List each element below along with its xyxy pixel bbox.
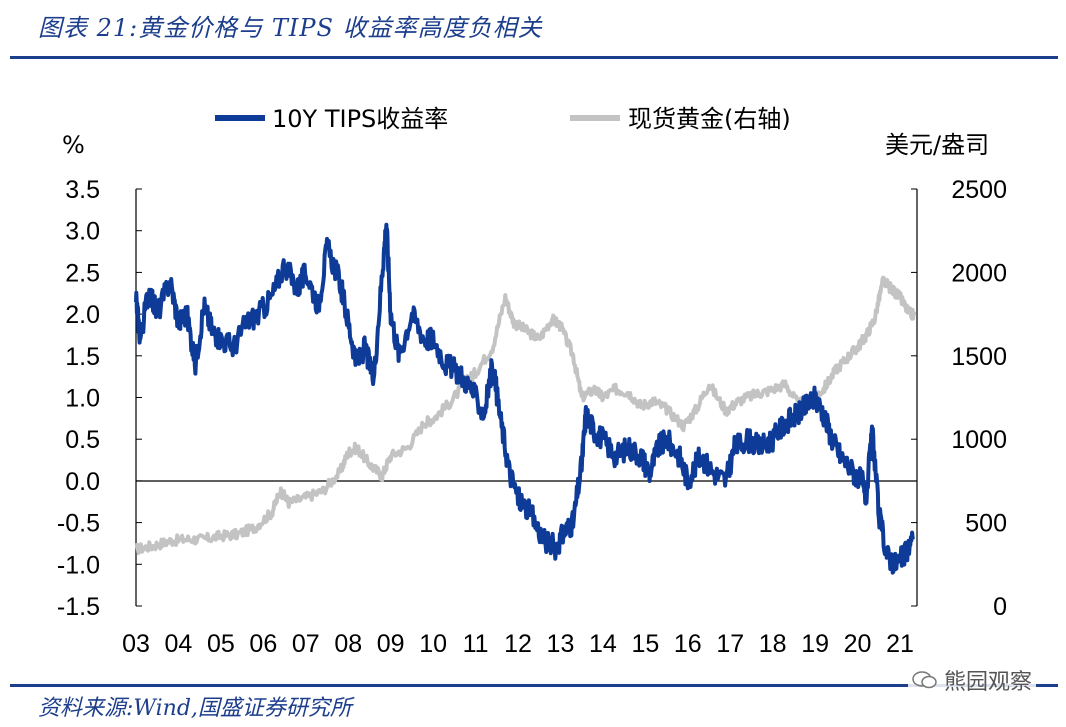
x-tick-label: 17 — [716, 630, 744, 658]
x-tick-label: 07 — [292, 630, 320, 658]
legend-label-gold: 现货黄金(右轴) — [628, 105, 791, 133]
left-axis-ticks: 3.5 3.0 2.5 2.0 1.5 1.0 0.5 0.0 -0.5 -1.0 -1.5 — [57, 176, 142, 621]
left-tick-label: -1.0 — [57, 551, 100, 579]
watermark-text: 熊园观察 — [943, 670, 1032, 695]
title-divider — [10, 56, 1058, 59]
x-tick-label: 12 — [504, 630, 532, 658]
x-tick-label: 21 — [886, 630, 914, 658]
left-axis-unit: % — [62, 131, 85, 159]
left-tick-label: 3.5 — [65, 176, 100, 204]
series-line-gold — [135, 275, 917, 556]
series-line-tips — [134, 222, 915, 575]
x-tick-label: 06 — [249, 630, 277, 658]
x-tick-label: 20 — [844, 630, 872, 658]
left-tick-label: 2.5 — [65, 259, 100, 287]
x-tick-label: 11 — [463, 630, 489, 658]
x-tick-label: 19 — [801, 630, 829, 658]
watermark: 熊园观察 — [907, 664, 1036, 696]
x-tick-label: 15 — [631, 630, 659, 658]
right-tick-label: 1000 — [951, 426, 1007, 454]
right-tick-label: 2000 — [951, 259, 1007, 287]
left-tick-label: 0.0 — [65, 468, 100, 496]
right-axis-unit: 美元/盎司 — [885, 131, 989, 159]
x-tick-label: 16 — [674, 630, 702, 658]
legend-label-tips: 10Y TIPS收益率 — [272, 105, 448, 133]
left-tick-label: -0.5 — [57, 510, 100, 538]
x-tick-label: 09 — [377, 630, 405, 658]
left-tick-label: 1.0 — [65, 385, 100, 413]
source-note: 资料来源:Wind,国盛证券研究所 — [38, 696, 352, 721]
left-tick-label: 0.5 — [65, 426, 100, 454]
x-tick-label: 08 — [334, 630, 362, 658]
right-tick-label: 500 — [965, 510, 1007, 538]
right-tick-label: 1500 — [951, 343, 1007, 371]
x-tick-label: 10 — [419, 630, 447, 658]
left-tick-label: 1.5 — [65, 343, 100, 371]
wechat-icon — [912, 671, 937, 689]
right-tick-label: 0 — [993, 593, 1007, 621]
x-tick-label: 05 — [207, 630, 235, 658]
x-tick-label: 03 — [122, 630, 150, 658]
x-tick-label: 18 — [759, 630, 787, 658]
left-tick-label: 3.0 — [65, 218, 100, 246]
left-tick-label: -1.5 — [57, 593, 100, 621]
x-tick-label: 04 — [165, 630, 193, 658]
x-axis-ticks: 03 04 05 06 07 08 09 10 11 12 13 14 15 16 17 18 19 20 21 — [122, 630, 914, 658]
right-axis-ticks: 2500 2000 1500 1000 500 0 — [911, 176, 1007, 621]
x-tick-label: 13 — [547, 630, 575, 658]
right-tick-label: 2500 — [951, 176, 1007, 204]
left-tick-label: 2.0 — [65, 301, 100, 329]
chart-title: 图表 21:黄金价格与 TIPS 收益率高度负相关 — [38, 14, 543, 42]
footer-divider — [10, 684, 1058, 687]
x-tick-label: 14 — [589, 630, 617, 658]
